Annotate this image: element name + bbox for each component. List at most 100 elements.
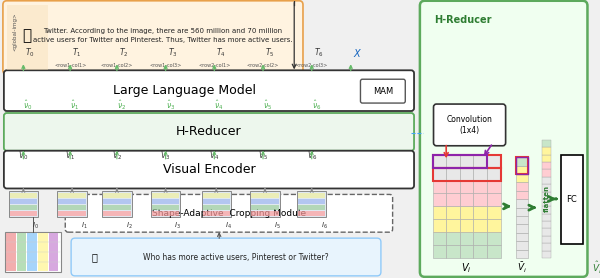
Bar [487, 155, 501, 168]
Bar [433, 155, 501, 168]
Text: FC: FC [566, 195, 577, 204]
Bar [58, 205, 86, 210]
Bar [517, 191, 528, 199]
Bar [38, 233, 48, 271]
Bar [433, 245, 446, 258]
Bar [251, 211, 278, 216]
Text: $T_{1}$: $T_{1}$ [72, 47, 82, 59]
Bar [542, 155, 551, 162]
Text: $T_{3}$: $T_{3}$ [167, 47, 177, 59]
Bar [473, 155, 487, 168]
Text: $\hat{\nu}_5$: $\hat{\nu}_5$ [263, 98, 272, 112]
Bar [542, 206, 551, 214]
Bar [592, 211, 600, 217]
Bar [203, 205, 230, 210]
Bar [517, 208, 528, 216]
Bar [592, 224, 600, 231]
Text: <row2-col1>: <row2-col1> [198, 63, 230, 68]
Bar [250, 192, 280, 217]
Text: $V_{0}$: $V_{0}$ [18, 150, 29, 162]
Text: 🦉: 🦉 [23, 28, 32, 43]
Bar [517, 250, 528, 258]
Bar [10, 199, 37, 204]
Bar [487, 193, 501, 206]
FancyBboxPatch shape [4, 113, 414, 151]
Text: $I_{4}$: $I_{4}$ [225, 221, 232, 232]
Bar [592, 184, 600, 191]
Bar [592, 237, 600, 244]
Text: $V_{4}$: $V_{4}$ [209, 150, 220, 162]
Text: $\hat{\nu}_6$: $\hat{\nu}_6$ [312, 98, 321, 112]
Bar [487, 168, 501, 180]
Text: H-Reducer: H-Reducer [176, 125, 242, 138]
Bar [473, 245, 487, 258]
FancyBboxPatch shape [4, 151, 414, 188]
Text: <row2-col3>: <row2-col3> [296, 63, 328, 68]
Text: $\hat{\nu}_2$: $\hat{\nu}_2$ [117, 98, 126, 112]
Bar [58, 193, 86, 198]
Bar [17, 233, 26, 271]
Bar [517, 157, 528, 174]
Text: $V_{5}$: $V_{5}$ [258, 150, 268, 162]
Bar [251, 193, 278, 198]
Bar [460, 232, 473, 245]
Text: $I_{2}$: $I_{2}$ [125, 221, 133, 232]
Bar [460, 219, 473, 232]
Bar [460, 155, 473, 168]
Bar [102, 192, 131, 217]
Bar [517, 199, 528, 208]
Bar [5, 232, 61, 272]
Bar [517, 182, 528, 191]
Bar [203, 199, 230, 204]
Text: $V_{3}$: $V_{3}$ [160, 150, 171, 162]
Text: $V_{6}$: $V_{6}$ [307, 150, 317, 162]
Bar [103, 205, 131, 210]
Bar [103, 211, 131, 216]
Bar [433, 155, 446, 168]
FancyBboxPatch shape [434, 104, 506, 146]
Text: $T_{2}$: $T_{2}$ [119, 47, 128, 59]
Bar [251, 205, 278, 210]
Bar [446, 206, 460, 219]
Bar [446, 219, 460, 232]
Bar [592, 244, 600, 250]
Text: $T_{5}$: $T_{5}$ [265, 47, 275, 59]
Bar [542, 147, 551, 155]
Bar [9, 192, 38, 217]
Bar [298, 199, 325, 204]
Bar [517, 233, 528, 241]
Text: Twitter. According to the image, there are 560 million and 70 million
active use: Twitter. According to the image, there a… [33, 28, 293, 43]
FancyBboxPatch shape [3, 1, 303, 74]
Text: $I_{1}$: $I_{1}$ [81, 221, 88, 232]
Text: $\hat{\nu}_1$: $\hat{\nu}_1$ [70, 98, 79, 112]
Bar [542, 250, 551, 258]
Bar [542, 162, 551, 169]
Bar [152, 211, 179, 216]
Bar [542, 243, 551, 250]
FancyBboxPatch shape [361, 79, 405, 103]
Text: $\hat{V}_i$: $\hat{V}_i$ [592, 260, 600, 276]
Bar [473, 193, 487, 206]
Bar [487, 180, 501, 193]
Bar [446, 155, 460, 168]
Bar [542, 177, 551, 184]
Bar [517, 216, 528, 224]
Bar [203, 211, 230, 216]
Text: $V_{1}$: $V_{1}$ [65, 150, 75, 162]
Bar [433, 206, 446, 219]
Text: $I_{3}$: $I_{3}$ [175, 221, 181, 232]
Bar [6, 233, 16, 271]
Text: $V_{2}$: $V_{2}$ [112, 150, 122, 162]
Bar [473, 232, 487, 245]
Bar [460, 193, 473, 206]
Text: $T_{6}$: $T_{6}$ [314, 47, 323, 59]
Bar [433, 155, 487, 168]
Bar [542, 199, 551, 206]
Bar [592, 217, 600, 224]
Text: $V_i$: $V_i$ [461, 261, 472, 275]
Text: $\hat{\nu}_4$: $\hat{\nu}_4$ [214, 98, 224, 112]
Bar [58, 211, 86, 216]
Bar [152, 193, 179, 198]
Text: $\hat{\nu}_0$: $\hat{\nu}_0$ [23, 98, 33, 112]
Bar [433, 168, 501, 180]
